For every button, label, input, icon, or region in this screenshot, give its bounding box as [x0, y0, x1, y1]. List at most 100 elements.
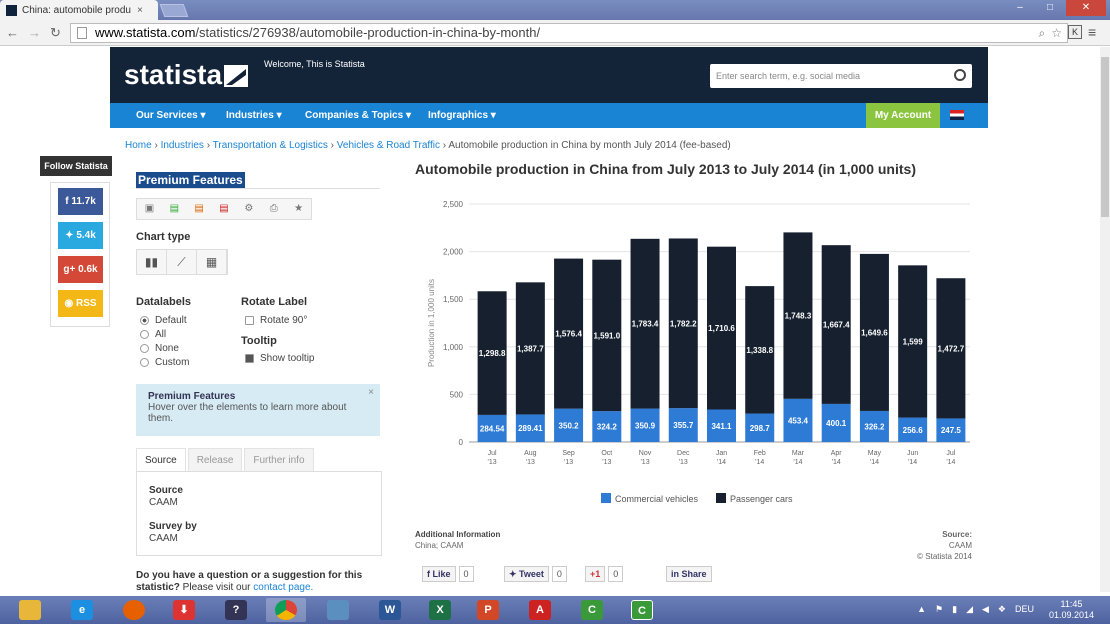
- tab-further-info[interactable]: Further info: [244, 448, 314, 472]
- chart-source-text: CAAM: [948, 541, 972, 550]
- nav-industries[interactable]: Industries ▾: [226, 110, 282, 121]
- nav-our-services[interactable]: Our Services ▾: [136, 110, 206, 121]
- data-label-passenger: 1,782.2: [670, 319, 697, 328]
- search-icon[interactable]: [954, 69, 966, 81]
- taskbar-excel[interactable]: X: [420, 598, 460, 622]
- system-tray: ▲ ⚑ ▮ ◢ ◀ ❖ DEU: [917, 604, 1034, 615]
- line-chart-icon[interactable]: ⟋: [167, 250, 197, 274]
- taskbar-explorer[interactable]: [10, 598, 50, 622]
- minimize-button[interactable]: –: [1017, 2, 1023, 13]
- extension-k-icon[interactable]: K: [1068, 25, 1082, 39]
- bar-chart-icon[interactable]: ▮▮: [137, 250, 167, 274]
- language-flag-icon[interactable]: [950, 110, 964, 120]
- table-icon[interactable]: ▦: [197, 250, 227, 274]
- taskbar-help[interactable]: ?: [216, 598, 256, 622]
- bar-commercial-vehicles: [592, 411, 622, 442]
- taskbar-chrome[interactable]: [266, 598, 306, 622]
- volume-icon[interactable]: ◀: [981, 604, 989, 614]
- show-tooltip-checkbox[interactable]: Show tooltip: [245, 353, 314, 364]
- maximize-button[interactable]: □: [1046, 2, 1054, 13]
- linkedin-share-button[interactable]: in Share: [666, 566, 712, 582]
- datalabel-all-radio[interactable]: All: [140, 329, 166, 340]
- browser-menu-icon[interactable]: ≡: [1088, 24, 1097, 40]
- additional-info-title: Additional Information: [415, 530, 501, 539]
- download-pdf-icon[interactable]: ▤: [219, 203, 229, 214]
- taskbar-ie[interactable]: e: [62, 598, 102, 622]
- forward-arrow-icon[interactable]: →: [28, 25, 41, 40]
- new-tab-button[interactable]: [159, 4, 189, 17]
- taskbar-powerpoint[interactable]: P: [468, 598, 508, 622]
- gplus-button[interactable]: +1: [585, 566, 606, 582]
- network-icon[interactable]: ▮: [952, 604, 958, 614]
- settings-gear-icon[interactable]: ⚙: [244, 203, 254, 214]
- facebook-button[interactable]: f 11.7k: [58, 188, 103, 215]
- download-image-icon[interactable]: ▣: [144, 203, 155, 214]
- language-indicator[interactable]: DEU: [1014, 604, 1034, 614]
- nav-companies-topics[interactable]: Companies & Topics ▾: [305, 110, 411, 121]
- page-scrollbar[interactable]: [1100, 47, 1110, 592]
- close-icon[interactable]: ×: [368, 387, 374, 398]
- facebook-like: f Like 0: [422, 566, 474, 582]
- x-tick-label-year: '13: [564, 459, 573, 466]
- x-tick-label-month: Apr: [831, 450, 843, 457]
- taskbar-acrobat[interactable]: A: [520, 598, 560, 622]
- rss-button[interactable]: ◉ RSS: [58, 290, 103, 317]
- bookmark-star-icon[interactable]: ☆: [1051, 26, 1062, 40]
- taskbar-word[interactable]: W: [370, 598, 410, 622]
- firefox-icon: [123, 600, 145, 620]
- tray-arrow-icon[interactable]: ▲: [917, 604, 927, 614]
- nav-infographics[interactable]: Infographics ▾: [428, 110, 496, 121]
- googleplus-button[interactable]: g+ 0.6k: [58, 256, 103, 283]
- print-icon[interactable]: ⎙: [269, 203, 278, 214]
- taskbar-camtasia-1[interactable]: C: [572, 598, 612, 622]
- taskbar-screen[interactable]: [318, 598, 358, 622]
- tab-source[interactable]: Source: [136, 448, 186, 472]
- x-tick-label-month: Jul: [946, 450, 955, 457]
- contact-page-link[interactable]: contact page.: [253, 582, 314, 593]
- x-tick-label-month: Feb: [754, 450, 766, 457]
- twitter-button[interactable]: ✦ 5.4k: [58, 222, 103, 249]
- statista-logo[interactable]: statista: [124, 59, 223, 90]
- breadcrumb-home[interactable]: Home: [125, 140, 152, 151]
- breadcrumb-vehicles[interactable]: Vehicles & Road Traffic: [336, 140, 440, 151]
- bar-commercial-vehicles: [707, 409, 736, 442]
- my-account-button[interactable]: My Account: [866, 103, 940, 128]
- bar-passenger-cars: [554, 258, 584, 409]
- scrollbar-thumb[interactable]: [1101, 57, 1109, 217]
- datalabel-none-radio[interactable]: None: [140, 343, 179, 354]
- tweet-button[interactable]: ✦ Tweet: [504, 566, 549, 582]
- browser-tab[interactable]: China: automobile produ ×: [0, 0, 158, 20]
- taskbar-camtasia-2[interactable]: C: [622, 598, 662, 622]
- breadcrumb-industries[interactable]: Industries: [160, 140, 204, 151]
- tab-close-icon[interactable]: ×: [137, 4, 143, 16]
- tab-title: China: automobile produ: [22, 4, 131, 16]
- rotate-90-checkbox[interactable]: Rotate 90°: [245, 315, 307, 326]
- download-ppt-icon[interactable]: ▤: [194, 203, 204, 214]
- datalabel-default-radio[interactable]: Default: [140, 315, 187, 326]
- taskbar-download[interactable]: ⬇: [164, 598, 204, 622]
- close-window-button[interactable]: ✕: [1066, 0, 1106, 16]
- reload-icon[interactable]: ↻: [50, 25, 61, 40]
- system-clock[interactable]: 11:45 01.09.2014: [1049, 599, 1094, 621]
- tab-release[interactable]: Release: [187, 448, 243, 472]
- favorite-star-icon[interactable]: ★: [294, 203, 304, 214]
- like-button[interactable]: f Like: [422, 566, 456, 582]
- bar-commercial-vehicles: [936, 418, 966, 442]
- x-tick-label-year: '13: [526, 459, 535, 466]
- dropbox-icon[interactable]: ❖: [997, 604, 1006, 614]
- bar-passenger-cars: [783, 232, 813, 399]
- taskbar-firefox[interactable]: [114, 598, 154, 622]
- additional-info: Additional Information China; CAAM: [415, 529, 500, 551]
- search-icon[interactable]: ⌕: [1038, 26, 1046, 40]
- back-arrow-icon[interactable]: ←: [6, 25, 19, 40]
- signal-icon[interactable]: ◢: [966, 604, 973, 614]
- x-tick-label-year: '13: [679, 459, 688, 466]
- bar-passenger-cars: [515, 282, 545, 415]
- url-bar[interactable]: www.statista.com/statistics/276938/autom…: [70, 23, 1068, 43]
- datalabel-custom-radio[interactable]: Custom: [140, 357, 189, 368]
- site-search-input[interactable]: Enter search term, e.g. social media: [710, 64, 972, 88]
- download-xls-icon[interactable]: ▤: [169, 203, 180, 214]
- breadcrumb-transport[interactable]: Transportation & Logistics: [212, 140, 328, 151]
- checkbox-label: Rotate 90°: [260, 315, 308, 326]
- flag-icon[interactable]: ⚑: [935, 604, 944, 614]
